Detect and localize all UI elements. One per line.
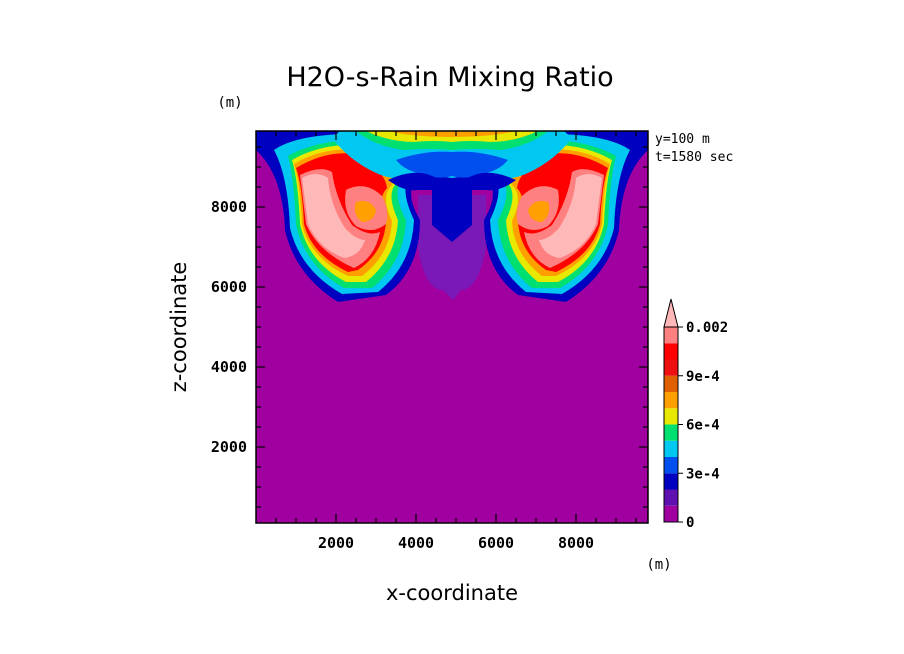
x-tick-label: 4000 [398,534,434,552]
cap-band [332,131,572,193]
colorbar-segment [664,392,678,409]
x-axis-title: x-coordinate [386,581,518,605]
colorbar-segment [664,473,678,490]
colorbar-segment [664,408,678,425]
chart-title: H2O-s-Rain Mixing Ratio [286,62,613,93]
info-t: t=1580 sec [655,150,733,165]
colorbar-tick-label: 9e-4 [686,369,720,385]
colorbar-tick-label: 0.002 [686,320,728,336]
y-tick-label: 4000 [211,358,247,376]
y-axis-ticks: 2000 4000 6000 8000 [211,146,648,508]
y-unit-label: (m) [217,95,242,111]
plot-area [256,131,648,523]
colorbar-segment [664,343,678,360]
colorbar-segment [664,505,678,522]
x-tick-label: 6000 [478,534,514,552]
left-rotor [256,131,425,302]
y-tick-label: 8000 [211,198,247,216]
colorbar-tick-label: 6e-4 [686,418,720,434]
colorbar-segment [664,424,678,441]
x-unit-label: (m) [646,557,671,573]
colorbar: 0 3e-4 6e-4 9e-4 0.002 [663,298,728,531]
y-tick-label: 6000 [211,278,247,296]
x-tick-label: 8000 [558,534,594,552]
x-axis-ticks: 2000 4000 6000 8000 [275,131,637,552]
y-tick-label: 2000 [211,438,247,456]
y-axis-title: z-coordinate [167,262,191,393]
colorbar-tick-label: 3e-4 [686,466,720,482]
colorbar-segment [664,440,678,457]
colorbar-segment [664,457,678,474]
colorbar-segment [664,327,678,344]
colorbar-extend-arrow [663,298,679,328]
colorbar-segment [664,489,678,506]
info-y: y=100 m [655,132,710,147]
x-tick-label: 2000 [318,534,354,552]
colorbar-tick-label: 0 [686,515,694,531]
colorbar-segment [664,359,678,376]
colorbar-segment [664,375,678,392]
